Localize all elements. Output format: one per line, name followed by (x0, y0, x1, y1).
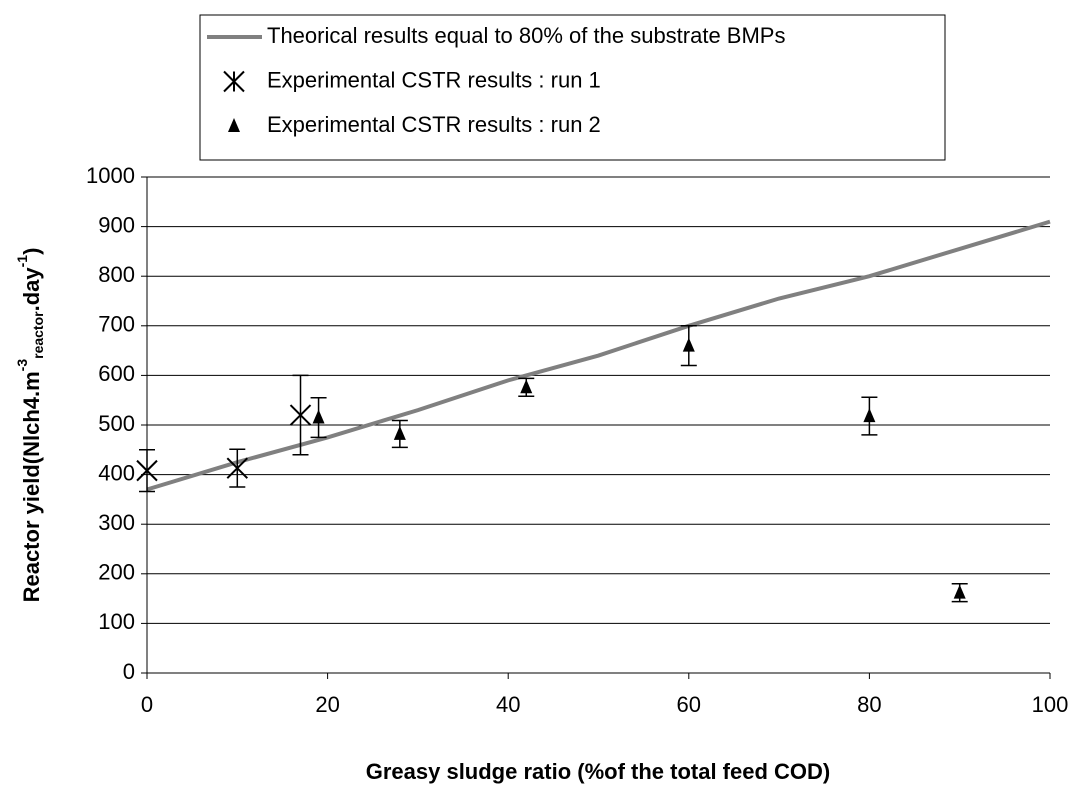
y-axis-label-part: ) (19, 248, 44, 255)
point (136, 459, 158, 482)
point (226, 457, 249, 479)
y-tick-label: 500 (98, 411, 135, 436)
y-tick-label: 1000 (86, 163, 135, 188)
y-tick-label: 100 (98, 609, 135, 634)
y-axis-label-part: reactor (30, 311, 46, 359)
point (520, 379, 533, 394)
x-tick-label: 100 (1032, 692, 1069, 717)
point (682, 337, 695, 352)
legend-label: Experimental CSTR results : run 2 (267, 112, 601, 137)
x-tick-label: 20 (315, 692, 339, 717)
legend-marker (223, 70, 245, 93)
point (289, 404, 312, 426)
x-axis-label: Greasy sludge ratio (%of the total feed … (366, 759, 831, 784)
y-tick-label: 400 (98, 460, 135, 485)
line (146, 219, 1051, 492)
point (863, 408, 876, 423)
y-tick-label: 900 (98, 212, 135, 237)
y-axis-label-part: -3 (14, 359, 30, 372)
y-tick-label: 0 (123, 659, 135, 684)
legend-box (199, 14, 946, 161)
legend-marker (228, 118, 240, 132)
legend-label: Theorical results equal to 80% of the su… (267, 23, 785, 48)
y-axis-label-part: .day (19, 267, 44, 312)
x-tick-label: 80 (857, 692, 881, 717)
y-axis-label-part: Reactor yield(Nlch4.m (19, 371, 44, 602)
y-tick-label: 700 (98, 312, 135, 337)
point (312, 409, 325, 424)
y-tick-label: 800 (98, 262, 135, 287)
point (953, 584, 966, 599)
x-tick-label: 60 (677, 692, 701, 717)
point (393, 425, 406, 440)
y-tick-label: 300 (98, 510, 135, 535)
y-tick-label: 600 (98, 361, 135, 386)
x-tick-label: 0 (141, 692, 153, 717)
y-axis-label-part: -1 (14, 255, 30, 268)
x-tick-label: 40 (496, 692, 520, 717)
y-tick-label: 200 (98, 560, 135, 585)
legend-label: Experimental CSTR results : run 1 (267, 67, 601, 92)
y-axis-label: Reactor yield(Nlch4.m-3reactor.day-1) (14, 248, 46, 603)
